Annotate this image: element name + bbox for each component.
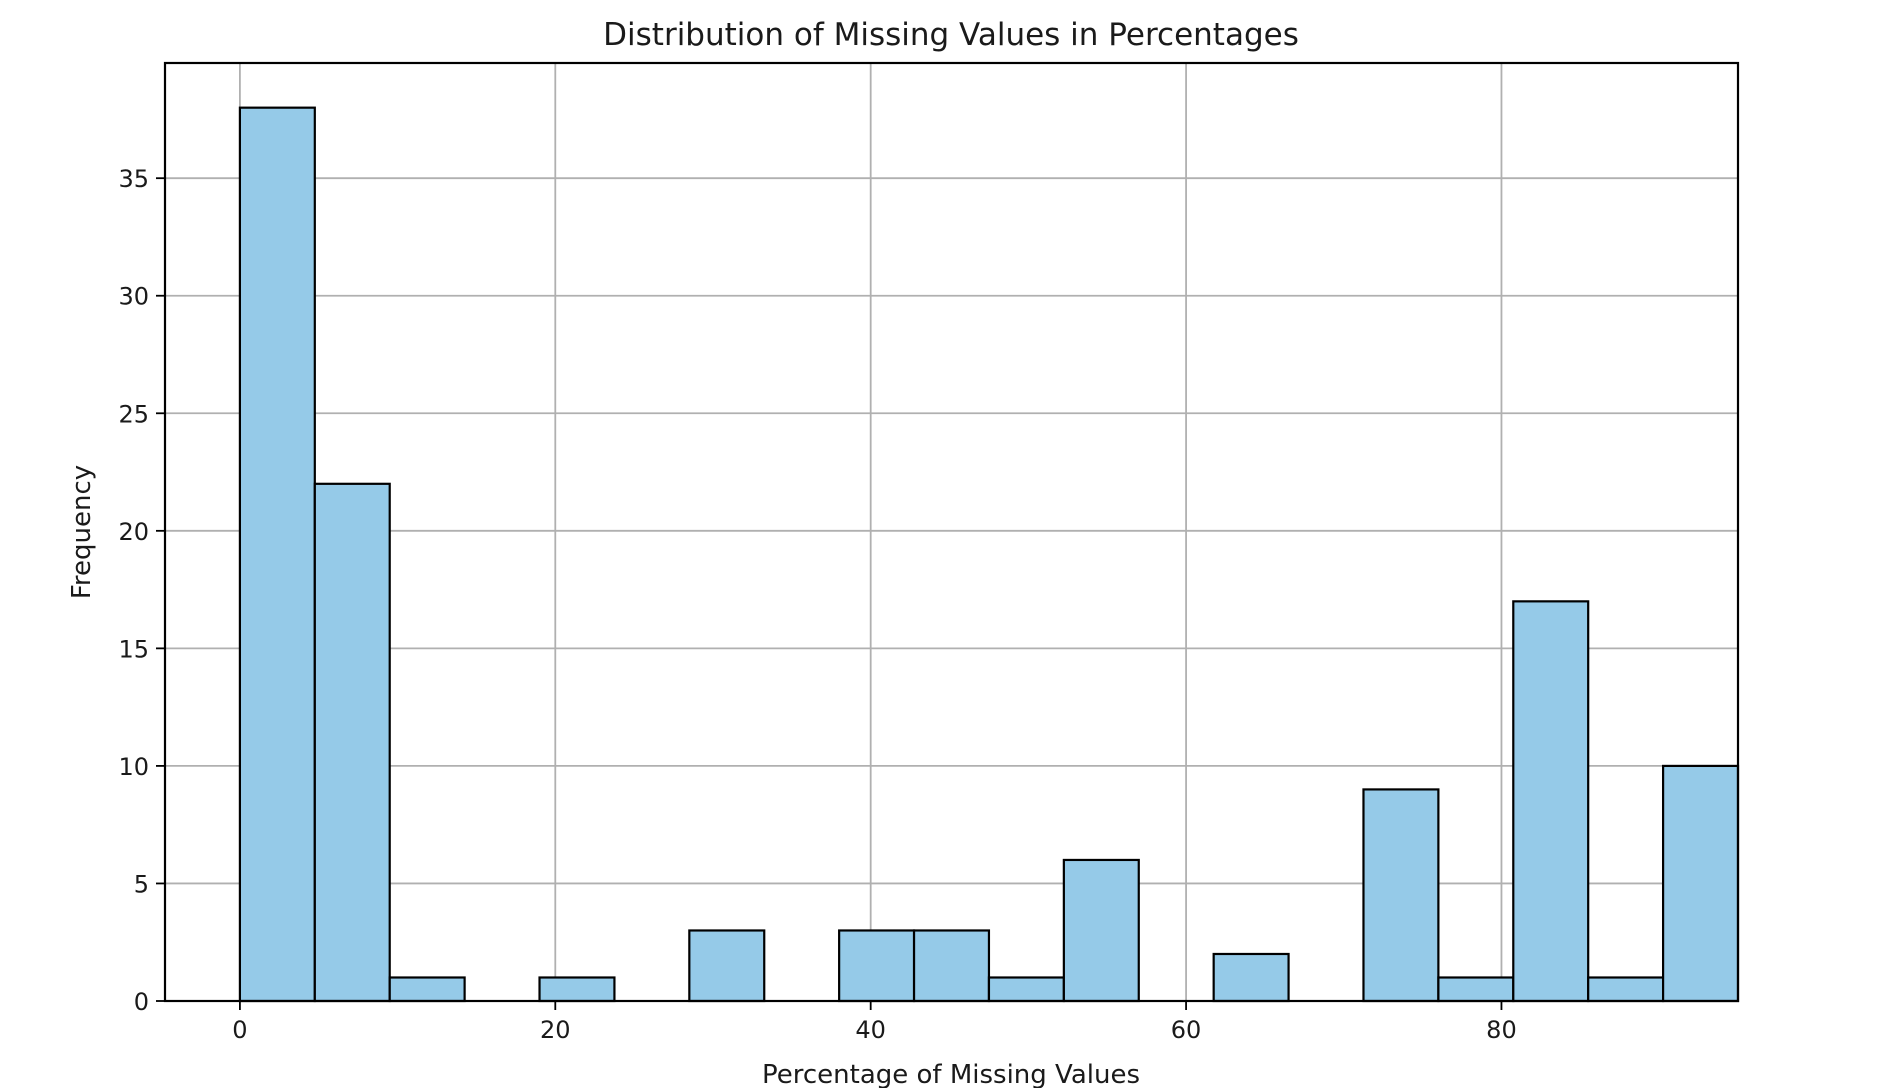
histogram-bar [1587,976,1665,1003]
histogram-bar [538,976,616,1003]
y-tick-label: 5 [134,870,149,898]
histogram-bar [987,976,1065,1003]
histogram-bar [1212,952,1290,1003]
axis-ticks: 0 20 40 60 80 0 5 10 15 20 25 30 35 [118,165,1516,1044]
histogram-bar [1661,764,1740,1003]
histogram-bar [1062,858,1140,1003]
y-tick-label: 35 [118,165,149,193]
histogram-bar [838,929,916,1003]
histogram-bar [1437,976,1515,1003]
y-tick-label: 0 [134,988,149,1016]
y-tick-label: 15 [118,635,149,663]
histogram-bar [313,482,391,1003]
x-tick-label: 40 [855,1016,886,1044]
histogram-bar [688,929,766,1003]
histogram-bars [238,106,1740,1003]
x-axis-label: Percentage of Missing Values [762,1060,1140,1088]
grid-lines [165,63,1738,1002]
chart-title: Distribution of Missing Values in Percen… [603,17,1299,53]
plot-frame [163,61,1740,1003]
histogram-bar [1512,600,1590,1003]
histogram-bar [238,106,316,1003]
histogram-bar [388,976,466,1003]
y-tick-label: 30 [118,283,149,311]
y-tick-label: 20 [118,518,149,546]
histogram-bar [912,929,991,1003]
y-tick-label: 10 [118,753,149,781]
y-axis-label: Frequency [67,465,97,599]
x-tick-label: 80 [1486,1016,1517,1044]
x-tick-label: 20 [540,1016,571,1044]
x-tick-label: 0 [232,1016,247,1044]
histogram-bar [1362,788,1440,1003]
y-tick-label: 25 [118,400,149,428]
x-tick-label: 60 [1171,1016,1202,1044]
